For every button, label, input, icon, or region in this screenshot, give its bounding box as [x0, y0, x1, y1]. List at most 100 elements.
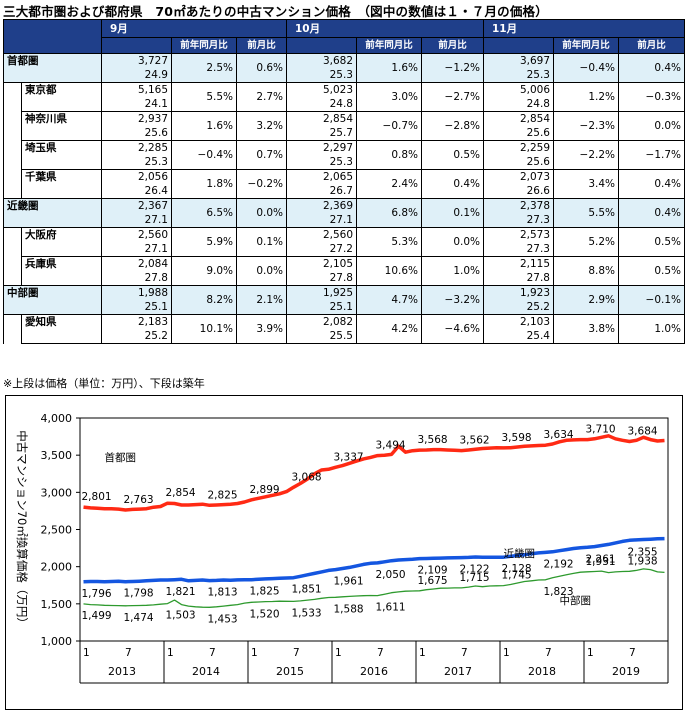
mom-cell: 0.1% [236, 227, 287, 257]
data-label: 1,821 [166, 586, 196, 598]
y-tick-label: 1,500 [41, 598, 73, 611]
y-tick-label: 4,000 [41, 412, 73, 425]
data-label: 1,503 [166, 610, 196, 622]
data-label: 2,050 [376, 569, 406, 581]
x-year-label: 2013 [108, 665, 136, 678]
age-cell: 25.3 [286, 155, 357, 170]
age-cell: 24.9 [101, 68, 172, 83]
data-label: 2,763 [124, 494, 154, 506]
prefecture-name: 大阪府 [21, 227, 102, 257]
yoy-cell: 5.5% [171, 82, 237, 112]
age-cell: 25.7 [286, 126, 357, 141]
price-cell: 2,369 [286, 198, 357, 213]
data-label: 2,128 [502, 563, 532, 575]
yoy-cell: −0.4% [553, 53, 619, 83]
yoy-cell: 9.0% [171, 256, 237, 286]
series-line-近畿圏 [83, 536, 665, 584]
mom-cell: −2.7% [421, 82, 484, 112]
table-corner [3, 19, 102, 54]
age-cell: 25.3 [286, 68, 357, 83]
data-label: 3,568 [418, 434, 448, 446]
yoy-cell: −0.4% [171, 140, 237, 170]
age-cell: 27.1 [101, 213, 172, 228]
yoy-cell: 5.5% [553, 198, 619, 228]
page-title: 三大都市圏および都府県 70㎡あたりの中古マンション価格 （図中の数値は１・７月… [3, 4, 548, 19]
subheader-yoy: 前年同月比 [171, 37, 237, 54]
price-table: 9月 10月 11月 前年同月比 前月比 前年同月比 前月比 前年同月比 前月比 首都圏 3,727… [3, 19, 685, 344]
x-tick-label: 7 [209, 647, 216, 659]
mom-cell: 0.0% [236, 256, 287, 286]
x-tick-label: 7 [629, 647, 636, 659]
month-header: 11月 [483, 19, 685, 38]
price-cell: 1,923 [483, 285, 554, 300]
data-label: 2,192 [544, 558, 574, 570]
yoy-cell: 2.4% [356, 169, 422, 199]
yoy-cell: 5.2% [553, 227, 619, 257]
subheader-yoy: 前年同月比 [553, 37, 619, 54]
price-cell: 2,115 [483, 256, 554, 271]
yoy-cell: 3.0% [356, 82, 422, 112]
mom-cell: −3.2% [421, 285, 484, 315]
data-label: 1,745 [502, 570, 532, 582]
x-year-label: 2019 [612, 665, 640, 678]
x-tick-label: 1 [419, 647, 426, 659]
indent-blank [3, 169, 22, 199]
mom-cell: −4.6% [421, 314, 484, 344]
data-label: 3,337 [334, 451, 364, 463]
region-name: 首都圏 [3, 53, 102, 83]
x-tick-label: 1 [587, 647, 594, 659]
age-cell: 26.4 [101, 184, 172, 199]
yoy-cell: 1.6% [171, 111, 237, 141]
mom-cell: 0.4% [618, 169, 685, 199]
age-cell: 25.1 [101, 300, 172, 315]
x-tick-label: 1 [335, 647, 342, 659]
data-label: 1,533 [292, 607, 322, 619]
data-label: 3,562 [460, 435, 490, 447]
price-cell: 5,023 [286, 82, 357, 97]
y-axis-label: 中古マンション70㎡換算価格（万円） [15, 430, 29, 629]
data-label: 1,813 [208, 587, 238, 599]
data-label: 1,675 [418, 575, 448, 587]
age-cell: 27.8 [483, 271, 554, 286]
data-label: 1,931 [586, 556, 616, 568]
indent-blank [3, 256, 22, 286]
data-label: 1,825 [250, 586, 280, 598]
x-year-label: 2018 [528, 665, 556, 678]
price-cell: 3,682 [286, 53, 357, 68]
price-cell: 2,073 [483, 169, 554, 184]
data-label: 3,634 [544, 429, 574, 441]
x-tick-label: 7 [125, 647, 132, 659]
data-label: 1,938 [628, 555, 658, 567]
yoy-cell: 1.2% [553, 82, 619, 112]
mom-cell: 3.9% [236, 314, 287, 344]
mom-cell: 0.4% [421, 169, 484, 199]
data-label: 3,598 [502, 432, 532, 444]
mom-cell: −1.7% [618, 140, 685, 170]
series-line-首都圏 [83, 434, 665, 512]
age-cell: 27.8 [286, 271, 357, 286]
mom-cell: 0.6% [236, 53, 287, 83]
data-label: 1,798 [124, 588, 154, 600]
data-label: 2,355 [628, 546, 658, 558]
data-label: 1,796 [82, 588, 112, 600]
mom-cell: −0.2% [236, 169, 287, 199]
yoy-cell: −0.7% [356, 111, 422, 141]
price-cell: 3,697 [483, 53, 554, 68]
age-cell: 27.8 [101, 271, 172, 286]
data-label: 1,499 [82, 610, 112, 622]
indent-blank [3, 82, 22, 112]
x-tick-label: 7 [293, 647, 300, 659]
x-tick-label: 1 [167, 647, 174, 659]
age-cell: 24.1 [101, 97, 172, 112]
mom-cell: −1.2% [421, 53, 484, 83]
data-label: 1,715 [460, 572, 490, 584]
x-tick-label: 1 [83, 647, 90, 659]
yoy-cell: 3.8% [553, 314, 619, 344]
mom-cell: 0.4% [618, 53, 685, 83]
data-label: 3,710 [586, 424, 616, 436]
indent-blank [3, 140, 22, 170]
prefecture-name: 神奈川県 [21, 111, 102, 141]
mom-cell: 0.1% [421, 198, 484, 228]
yoy-cell: −2.2% [553, 140, 619, 170]
price-cell: 2,259 [483, 140, 554, 155]
